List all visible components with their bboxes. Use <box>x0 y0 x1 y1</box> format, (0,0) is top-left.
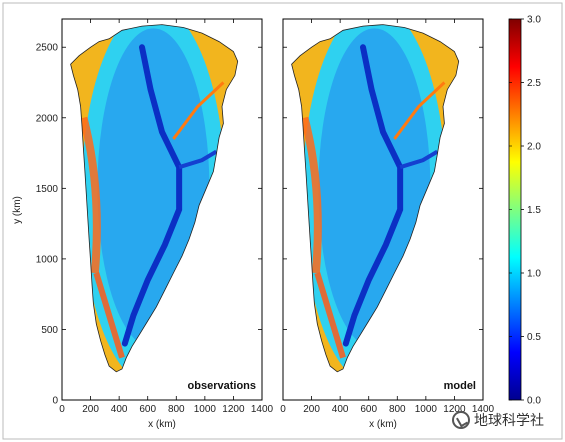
x-axis-ticks-right: 0 200 400 600 800 1000 1200 1400 <box>280 19 495 415</box>
x-tick-label: 800 <box>168 404 185 415</box>
colorbar: 0.0 0.5 1.0 1.5 2.0 2.5 3.0 <box>508 15 541 407</box>
x-axis-label-left: x (km) <box>148 419 176 430</box>
x-axis-ticks-left: 0 200 400 600 800 1000 1200 1400 <box>59 19 274 415</box>
x-tick-label: 400 <box>111 404 128 415</box>
colorbar-tick-label: 2.0 <box>527 142 541 153</box>
x-tick-label: 200 <box>303 404 320 415</box>
x-tick-label: 1400 <box>251 404 274 415</box>
x-tick-label: 0 <box>59 404 65 415</box>
fast-flow-margin <box>314 272 346 359</box>
colorbar-tick-label: 0.0 <box>527 396 541 407</box>
colorbar-ticks: 0.0 0.5 1.0 1.5 2.0 2.5 3.0 <box>509 15 541 407</box>
x-tick-label: 1200 <box>443 404 466 415</box>
x-tick-label: 1400 <box>472 404 495 415</box>
x-tick-label: 200 <box>82 404 99 415</box>
y-tick-label: 1500 <box>36 184 59 195</box>
colorbar-tick-label: 2.5 <box>527 78 541 89</box>
x-tick-label: 800 <box>389 404 406 415</box>
x-tick-label: 1000 <box>415 404 438 415</box>
ice-divide <box>121 44 183 347</box>
y-tick-label: 2500 <box>36 43 59 54</box>
observations-panel: observations <box>61 18 263 401</box>
ice-stream <box>393 81 446 140</box>
observations-panel-label: observations <box>188 380 256 392</box>
y-tick-label: 2000 <box>36 113 59 124</box>
ice-stream <box>172 81 225 140</box>
x-tick-label: 600 <box>139 404 156 415</box>
y-tick-label: 0 <box>52 396 58 407</box>
colorbar-tick-label: 3.0 <box>527 15 541 26</box>
y-tick-label: 500 <box>41 325 58 336</box>
x-tick-label: 600 <box>360 404 377 415</box>
watermark-text: 地球科学社 <box>474 413 544 429</box>
y-axis-label: y (km) <box>12 196 23 224</box>
x-axis-label-right: x (km) <box>369 419 397 430</box>
x-tick-label: 0 <box>280 404 286 415</box>
fast-flow-margin <box>300 116 322 274</box>
y-axis-ticks: 0 500 1000 1500 2000 2500 <box>36 43 483 407</box>
fast-flow-margin <box>93 272 125 359</box>
colorbar-tick-label: 1.5 <box>527 205 541 216</box>
colorbar-tick-label: 0.5 <box>527 332 541 343</box>
y-tick-label: 1000 <box>36 254 59 265</box>
model-coastline <box>291 24 460 373</box>
watermark: 地球科学社 <box>452 405 562 435</box>
x-tick-label: 1000 <box>194 404 217 415</box>
ice-divide <box>178 149 218 170</box>
fast-flow-margin <box>79 116 101 274</box>
model-panel-label: model <box>444 380 476 392</box>
wechat-logo-icon <box>452 411 470 429</box>
ice-divide <box>399 149 439 170</box>
x-tick-label: 400 <box>332 404 349 415</box>
observations-coastline <box>70 24 239 373</box>
model-panel: model <box>282 18 484 401</box>
colorbar-tick-label: 1.0 <box>527 269 541 280</box>
ice-divide <box>342 44 404 347</box>
x-tick-label: 1200 <box>222 404 245 415</box>
